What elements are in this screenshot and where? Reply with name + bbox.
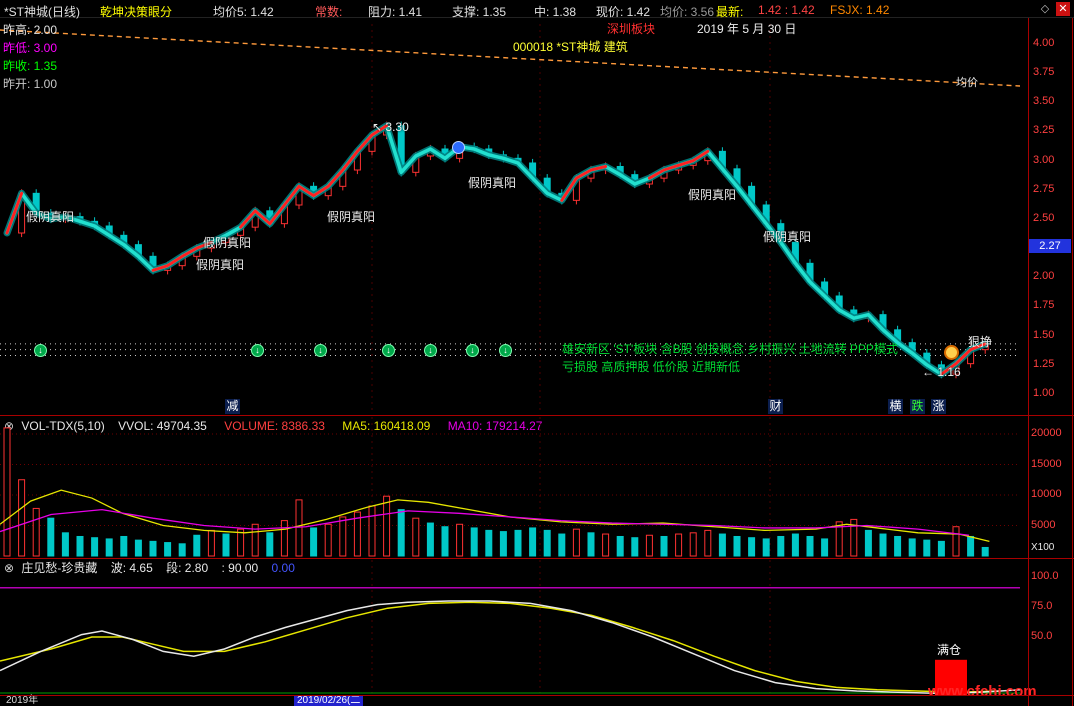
topbar-item-const[interactable]: 常数: [315,5,343,19]
watermark-url: www.cfchi.com [928,683,1037,700]
restore-window-icon[interactable]: ◇ [1040,3,1050,15]
annotation: ← 1.16 [922,365,961,379]
quote-row: 昨低: 3.00 [3,41,58,55]
concept-tags-line1: 雄安新区 'ST'板块 含B股 创投概念 乡村振兴 土地流转 PPP模式 [562,342,898,356]
topbar-item-fsjx[interactable]: FSJX: 1.42 [830,3,890,17]
volume-indicator-name[interactable]: VOL-TDX(5,10) [21,419,105,433]
panel-separator [0,558,1074,559]
price-axis-label: 3.50 [1033,95,1055,108]
main-price-chart[interactable] [0,18,1028,415]
topbar-item-latest_label[interactable]: 最新: [716,5,744,19]
signal-coin-icon: ↓ [251,344,264,357]
indicator-name[interactable]: 庄见愁-珍贵藏 [21,561,98,575]
topbar-item-avg5[interactable]: 均价5: 1.42 [213,5,274,19]
topbar-item-indicator[interactable]: 乾坤决策眼分 [100,5,173,19]
signal-coin-icon: ↓ [314,344,327,357]
coin-icon [944,345,959,360]
ticker-char: 涨 [931,399,946,414]
price-axis-label: 3.00 [1033,153,1055,166]
volume-ma10-value: MA10: 179214.27 [447,419,543,433]
volume-axis-label: 15000 [1031,457,1062,470]
price-axis-label: 2.00 [1033,270,1055,283]
signal-coin-icon: ↓ [382,344,395,357]
topbar-item-resistance[interactable]: 阻力: 1.41 [368,5,423,19]
topbar-item-avgprice[interactable]: 均价: 3.56 [660,5,715,19]
annotation: 假阴真阳 [763,230,812,244]
stock-code-label: 000018 *ST神城 建筑 [513,40,628,54]
price-axis-label: 3.25 [1033,124,1055,137]
indicator-v1: : 90.00 [221,561,259,575]
quote-row: 昨高: 2.00 [3,23,58,37]
price-axis-label: 3.75 [1033,66,1055,79]
panel-toggle-icon[interactable]: ⊗ [4,561,15,575]
signal-coin-icon: ↓ [466,344,479,357]
topbar-item-current[interactable]: 现价: 1.42 [596,5,651,19]
axis-border [1028,18,1029,706]
avg-price-line-label: 均价 [956,77,978,89]
quote-row: 昨开: 1.00 [3,77,58,91]
annotation: 假阴真阳 [196,258,245,272]
panel-separator [0,415,1074,416]
indicator-panel-header: ⊗ 庄见愁-珍贵藏 波: 4.65 段: 2.80 : 90.00 0.00 [4,562,295,574]
price-axis-label: 1.75 [1033,299,1055,312]
indicator-seg-value: 段: 2.80 [166,561,209,575]
panel-separator [0,695,1074,696]
price-axis-label: 2.75 [1033,182,1055,195]
ticker-char: 减 [225,399,240,414]
volume-unit-label: X100 [1031,542,1055,553]
signal-coin-icon: ↓ [499,344,512,357]
indicator-chart[interactable] [0,558,1028,695]
current-price-tag: 2.27 [1029,239,1071,253]
side-note: 狠挣 [968,335,993,349]
topbar-item-latest_v[interactable]: 1.42 : 1.42 [758,3,815,17]
annotation: 假阴真阳 [203,236,252,250]
panel-toggle-icon[interactable]: ⊗ [4,419,15,433]
signal-coin-icon: ↓ [424,344,437,357]
ticker-char: 跌 [910,399,925,414]
volume-axis-label: 20000 [1031,427,1062,439]
ticker-char: 横 [888,399,903,414]
price-axis-label: 1.50 [1033,328,1055,341]
volume-panel-header: ⊗ VOL-TDX(5,10) VVOL: 49704.35 VOLUME: 8… [4,420,542,432]
price-axis-label: 1.00 [1033,386,1055,399]
annotation: 假阴真阳 [468,176,517,190]
indicator-axis-label: 100.0 [1031,570,1059,582]
volume-ma5-value: MA5: 160418.09 [342,419,431,433]
indicator-axis-label: 50.0 [1031,630,1053,642]
topbar-item-support[interactable]: 支撑: 1.35 [452,5,507,19]
price-axis-label: 2.50 [1033,211,1055,224]
indicator-wave-value: 波: 4.65 [110,561,153,575]
chart-date-label: 2019 年 5 月 30 日 [697,22,797,36]
ticker-char: 财 [768,399,783,414]
quote-row: 昨收: 1.35 [3,59,58,73]
topbar-item-mid[interactable]: 中: 1.38 [534,5,577,19]
annotation: 假阴真阳 [688,188,737,202]
volume-axis-label: 10000 [1031,488,1062,500]
annotation: 假阴真阳 [26,210,75,224]
close-window-icon[interactable]: ✕ [1056,2,1070,16]
indicator-axis-label: 75.0 [1031,600,1053,612]
price-axis-label: 1.25 [1033,357,1055,370]
volume-chart[interactable] [0,415,1028,558]
highlighted-date: 2019/02/26(二 [294,695,364,706]
annotation: 假阴真阳 [327,210,376,224]
topbar-item-title[interactable]: *ST神城(日线) [4,5,80,19]
axis-year-label: 2019年 [6,695,39,706]
indicator-v2: 0.00 [271,561,295,575]
vvol-value: VVOL: 49704.35 [118,419,207,433]
line-badge-icon [452,141,465,154]
concept-tags-line2: 亏损股 高质押股 低价股 近期新低 [562,360,741,374]
window-border [1072,18,1073,706]
volume-axis-label: 5000 [1031,518,1056,531]
annotation: ↖ 3.30 [372,120,409,134]
full-position-signal-label: 满仓 [937,642,962,657]
price-axis-label: 4.00 [1033,37,1055,49]
signal-coin-icon: ↓ [34,344,47,357]
volume-value: VOLUME: 8386.33 [224,419,325,433]
top-status-bar: *ST神城(日线) 乾坤决策眼分 均价5: 1.42 常数: 阻力: 1.41 支撑: 1… [0,0,1074,19]
board-label: 深圳板块 [607,22,656,36]
